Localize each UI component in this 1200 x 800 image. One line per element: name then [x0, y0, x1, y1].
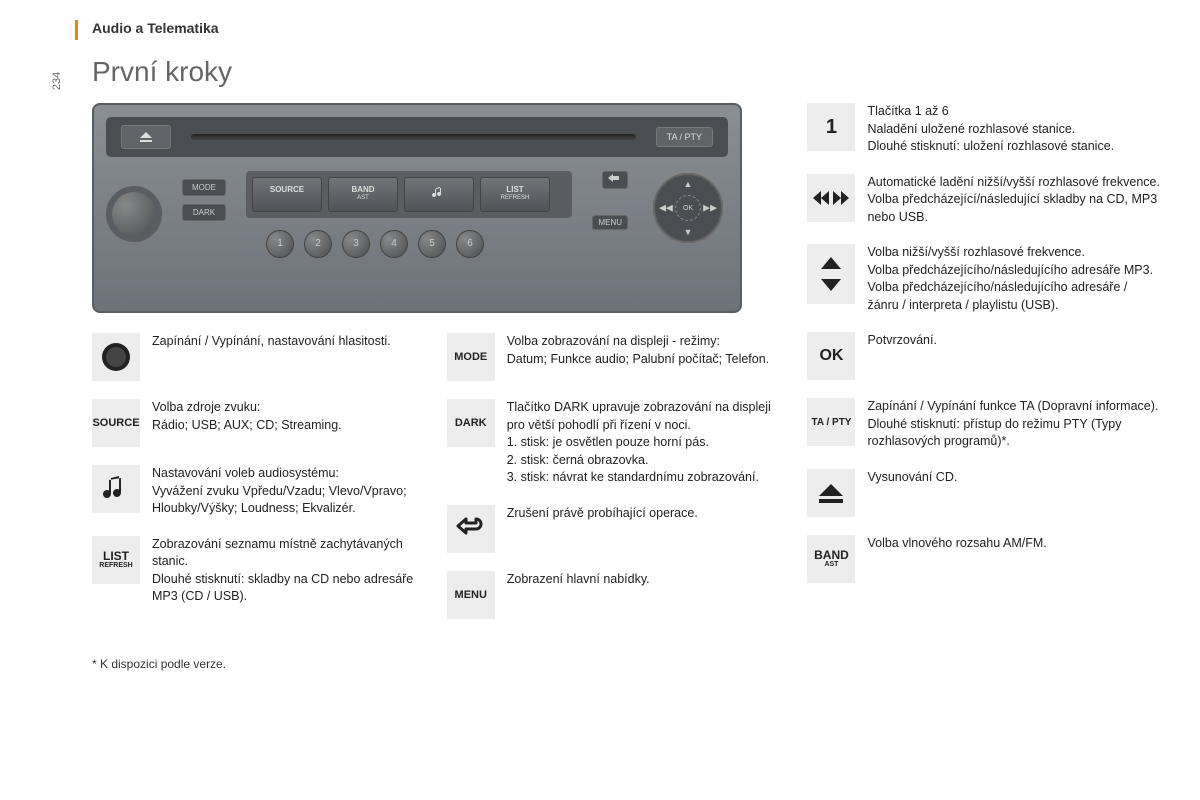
desc-item: OK Potvrzování. — [807, 332, 1160, 380]
preset-btn-3[interactable]: 3 — [342, 230, 370, 258]
updown-icon — [807, 244, 855, 304]
preset-btn-6[interactable]: 6 — [456, 230, 484, 258]
back-icon — [447, 505, 495, 553]
desc-item: SOURCE Volba zdroje zvuku:Rádio; USB; AUX… — [92, 399, 423, 447]
desc-text: Zapínání / Vypínání funkce TA (Dopravní … — [867, 398, 1160, 451]
ok-button[interactable]: OK — [675, 195, 701, 221]
desc-item: Volba nižší/vyšší rozhlasové frekvence.V… — [807, 244, 1160, 314]
ok-icon: OK — [807, 332, 855, 380]
seek-icon — [807, 174, 855, 222]
desc-item: TA / PTYZapínání / Vypínání funkce TA (D… — [807, 398, 1160, 451]
desc-item: Zapínání / Vypínání, nastavování hlasito… — [92, 333, 423, 381]
note-icon — [92, 465, 140, 513]
desc-item: MENU Zobrazení hlavní nabídky. — [447, 571, 778, 619]
knob-icon — [92, 333, 140, 381]
page-title: První kroky — [92, 56, 1160, 88]
dark-button[interactable]: DARK — [182, 204, 226, 221]
one-icon: 1 — [807, 103, 855, 151]
band-button[interactable]: BANDAST — [328, 177, 398, 212]
desc-text: Volba vlnového rozsahu AM/FM. — [867, 535, 1046, 553]
desc-item: Automatické ladění nižší/vyšší rozhlasov… — [807, 174, 1160, 227]
desc-text: Automatické ladění nižší/vyšší rozhlasov… — [867, 174, 1160, 227]
preset-btn-4[interactable]: 4 — [380, 230, 408, 258]
radio-device: TA / PTY MODE DARK SOURCE BANDAST LISTRE… — [92, 103, 742, 313]
tapty-icon: TA / PTY — [807, 398, 855, 446]
volume-knob[interactable] — [106, 186, 162, 242]
ta-pty-button[interactable]: TA / PTY — [656, 127, 713, 147]
desc-item: Vysunování CD. — [807, 469, 1160, 517]
footnote: * K dispozici podle verze. — [92, 657, 777, 671]
desc-item: Zrušení právě probíhající operace. — [447, 505, 778, 553]
desc-item: BANDAST Volba vlnového rozsahu AM/FM. — [807, 535, 1160, 583]
desc-text: Zobrazování seznamu místně zachytávaných… — [152, 536, 423, 606]
cd-slot — [191, 134, 636, 140]
preset-btn-5[interactable]: 5 — [418, 230, 446, 258]
desc-text: Volba zobrazování na displeji - režimy:D… — [507, 333, 769, 368]
dark-icon: DARK — [447, 399, 495, 447]
list-button[interactable]: LISTREFRESH — [480, 177, 550, 212]
list-icon: LISTREFRESH — [92, 536, 140, 584]
desc-text: Zobrazení hlavní nabídky. — [507, 571, 650, 589]
desc-text: Zapínání / Vypínání, nastavování hlasito… — [152, 333, 391, 351]
back-button[interactable] — [602, 171, 628, 189]
desc-item: Nastavování voleb audiosystému:Vyvážení … — [92, 465, 423, 518]
desc-item: LISTREFRESHZobrazování seznamu místně za… — [92, 536, 423, 606]
mode-button[interactable]: MODE — [182, 179, 226, 196]
desc-text: Potvrzování. — [867, 332, 936, 350]
desc-text: Vysunování CD. — [867, 469, 957, 487]
desc-item: DARKTlačítko DARK upravuje zobrazování n… — [447, 399, 778, 487]
page-number: 234 — [51, 72, 63, 90]
music-button[interactable] — [404, 177, 474, 212]
desc-text: Volba nižší/vyšší rozhlasové frekvence.V… — [867, 244, 1160, 314]
desc-text: Tlačítko DARK upravuje zobrazování na di… — [507, 399, 778, 487]
section-header: Audio a Telematika — [92, 20, 1160, 36]
eject-icon — [807, 469, 855, 517]
nav-wheel[interactable]: ▲ ▼ ◀◀ ▶▶ OK — [653, 173, 723, 243]
mode-icon: MODE — [447, 333, 495, 381]
menu-icon: MENU — [447, 571, 495, 619]
preset-btn-2[interactable]: 2 — [304, 230, 332, 258]
preset-btn-1[interactable]: 1 — [266, 230, 294, 258]
source-icon: SOURCE — [92, 399, 140, 447]
desc-text: Volba zdroje zvuku:Rádio; USB; AUX; CD; … — [152, 399, 342, 434]
desc-item: MODE Volba zobrazování na displeji - reži… — [447, 333, 778, 381]
band-icon: BANDAST — [807, 535, 855, 583]
menu-button[interactable]: MENU — [592, 215, 628, 230]
desc-text: Zrušení právě probíhající operace. — [507, 505, 698, 523]
desc-text: Nastavování voleb audiosystému:Vyvážení … — [152, 465, 423, 518]
desc-item: 1Tlačítka 1 až 6Naladění uložené rozhlas… — [807, 103, 1160, 156]
source-button[interactable]: SOURCE — [252, 177, 322, 212]
eject-button[interactable] — [121, 125, 171, 149]
desc-text: Tlačítka 1 až 6Naladění uložené rozhlaso… — [867, 103, 1114, 156]
